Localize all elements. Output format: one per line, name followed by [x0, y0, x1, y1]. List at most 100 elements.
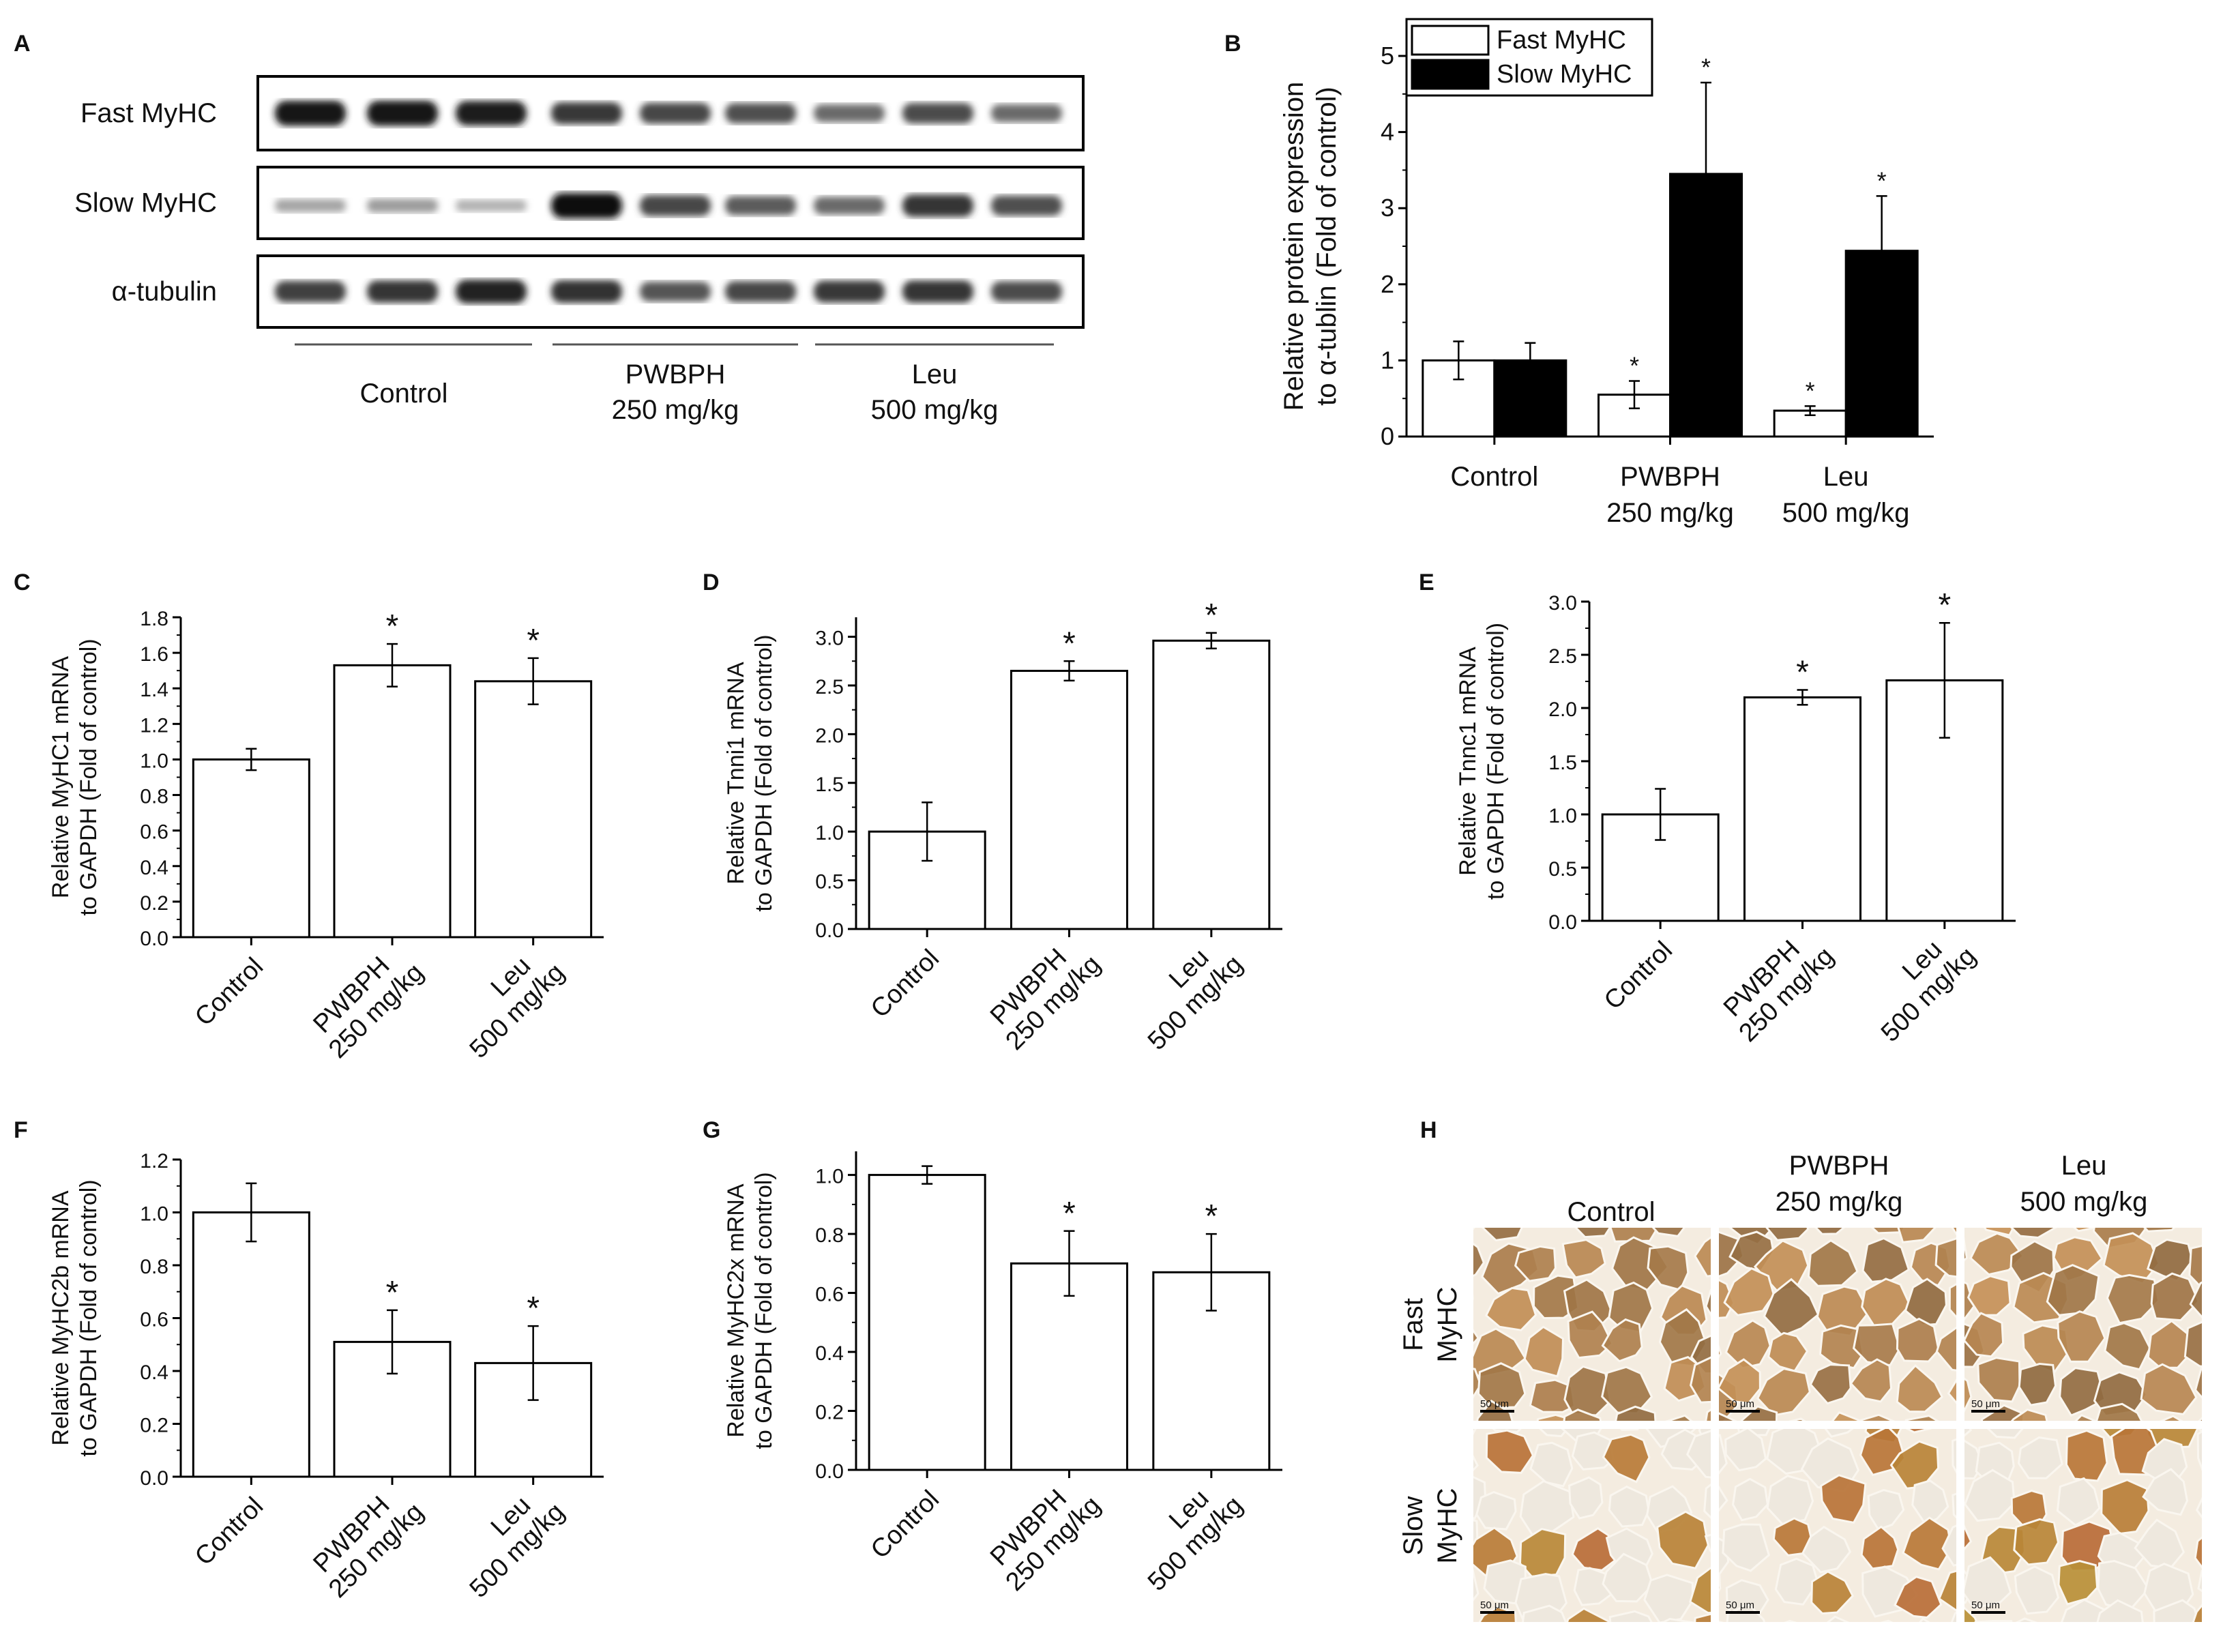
- y-axis-label: to α-tublin (Fold of control): [1312, 87, 1342, 406]
- y-tick-label: 0.6: [140, 821, 168, 844]
- panel-letter-g: G: [703, 1117, 720, 1143]
- blot-group-label: Leu: [912, 359, 958, 389]
- legend-label: Slow MyHC: [1497, 60, 1632, 89]
- blot-band: [640, 195, 711, 216]
- chart-panel-b: 0 1 2 3 4 5 Relative protein expression to α-tu…: [1279, 18, 1934, 528]
- y-tick-label: 1.0: [140, 1203, 168, 1226]
- significance-marker: *: [1938, 587, 1951, 623]
- panel-letter-b: B: [1224, 31, 1241, 57]
- y-axis-label: Relative Tnnc1 mRNA: [1455, 647, 1481, 876]
- y-tick-label: 1.2: [140, 714, 168, 737]
- y-tick-label: 0.6: [815, 1284, 844, 1306]
- y-tick-label: 0.4: [140, 1361, 168, 1384]
- significance-marker: *: [1630, 352, 1639, 380]
- histology-image: [1964, 1228, 2202, 1421]
- blot-band: [902, 102, 973, 124]
- x-tick-label: 250 mg/kg: [1606, 498, 1734, 528]
- y-tick-label: 4: [1381, 118, 1394, 146]
- y-axis-label: to GAPDH (Fold of control): [751, 1172, 777, 1449]
- histology-image: [1964, 1429, 2202, 1622]
- bar: [333, 664, 452, 939]
- blot-band: [275, 198, 346, 213]
- y-tick-label: 0.0: [815, 1460, 844, 1483]
- significance-marker: *: [1796, 654, 1809, 690]
- y-tick-label: 1.2: [140, 1150, 168, 1172]
- y-tick-label: 0.2: [815, 1402, 844, 1424]
- significance-marker: *: [386, 1275, 399, 1311]
- bar: [474, 680, 593, 939]
- y-tick-label: 3.0: [815, 628, 844, 650]
- blot-band: [640, 282, 711, 301]
- x-tick-label: Control: [190, 952, 269, 1031]
- blot-band: [367, 198, 438, 213]
- y-tick-label: 1.0: [1548, 805, 1577, 827]
- histology-image: [1719, 1228, 1956, 1421]
- blot-band: [991, 104, 1062, 123]
- legend-label: Fast MyHC: [1497, 26, 1626, 55]
- chart-panel-f: 0.0 0.2 0.4 0.6 0.8 1.0 1.2 Relative MyHC2b mRN…: [48, 1150, 604, 1604]
- scale-bar-label: 50 μm: [1726, 1599, 1754, 1611]
- y-axis-label: Relative MyHC1 mRNA: [48, 656, 74, 898]
- y-axis-label: to GAPDH (Fold of control): [751, 634, 777, 911]
- y-tick-label: 0.2: [140, 892, 168, 915]
- y-tick-label: 3.0: [1548, 592, 1577, 615]
- blot-band: [367, 280, 438, 303]
- y-tick-label: 0.0: [140, 1467, 168, 1490]
- y-axis-label: to GAPDH (Fold of control): [76, 638, 102, 915]
- y-tick-label: 0.6: [140, 1309, 168, 1331]
- scale-bar-label: 50 μm: [1971, 1599, 2000, 1611]
- blot-band: [991, 281, 1062, 302]
- blot-band: [814, 280, 885, 303]
- blot-band: [275, 280, 346, 303]
- y-tick-label: 0.5: [815, 871, 844, 894]
- legend: Fast MyHC Slow MyHC: [1405, 18, 1653, 97]
- significance-marker: *: [1806, 377, 1815, 404]
- blot-band: [902, 280, 973, 303]
- y-tick-label: 0: [1381, 422, 1394, 450]
- histology-row-label: MyHC: [1432, 1286, 1462, 1362]
- blot-row-label: α-tubulin: [112, 277, 217, 307]
- y-tick-label: 1: [1381, 346, 1394, 374]
- blot-group-label: 250 mg/kg: [612, 395, 739, 425]
- histology-image: [1473, 1228, 1711, 1421]
- blot-band: [991, 195, 1062, 216]
- y-tick-label: 1.4: [140, 679, 168, 701]
- y-tick-label: 0.4: [815, 1342, 844, 1365]
- bar: [1152, 639, 1271, 930]
- blot-band: [367, 100, 438, 126]
- chart-panel-c: 0.0 0.2 0.4 0.6 0.8 1.0 1.2 1.4 1.6 1.8 Relative M…: [48, 608, 604, 1064]
- significance-marker: *: [1205, 1198, 1218, 1235]
- blot-band: [456, 280, 527, 304]
- significance-marker: *: [1701, 53, 1711, 81]
- blot-group-label: Control: [360, 379, 448, 409]
- significance-marker: *: [1205, 598, 1218, 634]
- histology-column-label: Leu: [2061, 1151, 2107, 1181]
- significance-marker: *: [1063, 625, 1076, 662]
- bar: [192, 1211, 310, 1478]
- x-tick-label: Control: [190, 1492, 269, 1571]
- x-tick-label: Control: [1599, 936, 1678, 1015]
- bar: [1743, 696, 1861, 922]
- x-tick-label: Control: [866, 1485, 945, 1564]
- histology-column-label: Control: [1567, 1197, 1655, 1227]
- blot-band: [551, 280, 622, 304]
- y-tick-label: 0.0: [140, 928, 168, 950]
- panel-letter-f: F: [14, 1117, 28, 1143]
- x-tick-label: Control: [866, 944, 945, 1023]
- panel-letter-h: H: [1420, 1117, 1437, 1143]
- panel-a-western-blot: Fast MyHC Slow MyHC α-tubulin Control PWBPH 2…: [74, 75, 1085, 425]
- chart-panel-d: 0.0 0.5 1.0 1.5 2.0 2.5 3.0 Relative Tnni1 mRNA…: [723, 598, 1282, 1056]
- y-axis-label: to GAPDH (Fold of control): [1483, 623, 1509, 900]
- legend-swatch: [1411, 59, 1490, 90]
- blot-group-label: PWBPH: [625, 359, 726, 389]
- blot-band: [814, 104, 885, 123]
- histology-column-label: 500 mg/kg: [2020, 1187, 2148, 1217]
- scale-bar-label: 50 μm: [1480, 1599, 1509, 1611]
- y-tick-label: 5: [1381, 42, 1394, 70]
- blot-row-label: Slow MyHC: [74, 188, 217, 218]
- y-axis-label: Relative MyHC2b mRNA: [48, 1190, 74, 1445]
- blot-band: [456, 199, 527, 212]
- scale-bar-label: 50 μm: [1480, 1398, 1509, 1410]
- y-tick-label: 1.5: [815, 773, 844, 796]
